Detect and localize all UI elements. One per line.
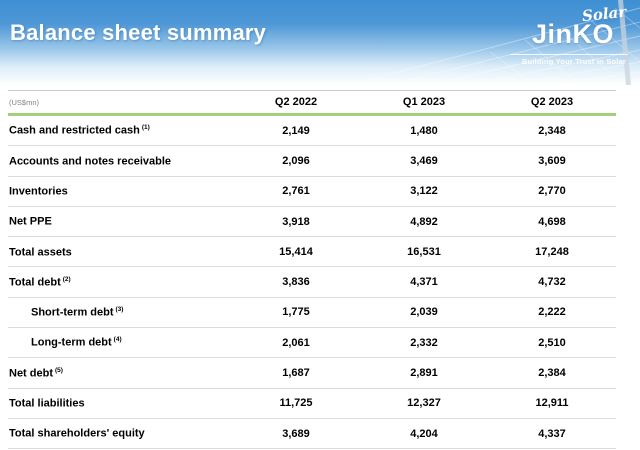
cell-value-q1-2023: 4,204 — [410, 427, 438, 440]
cell-value-q2-2022: 1,687 — [282, 367, 310, 380]
cell-value-q2-2023: 2,384 — [538, 367, 566, 380]
cell-value-q1-2023: 3,469 — [410, 154, 438, 167]
row-label: Total debt — [9, 276, 61, 289]
cell-value-q2-2022: 2,149 — [282, 124, 310, 137]
table-header-row: (US$mn) Q2 2022 Q1 2023 Q2 2023 — [8, 90, 616, 116]
page-title: Balance sheet summary — [10, 20, 267, 45]
footnote-marker: (1) — [141, 124, 150, 132]
logo-tagline: Building Your Trust in Solar — [521, 57, 626, 66]
cell-value-q2-2023: 2,222 — [538, 306, 566, 319]
panel-pole — [618, 0, 631, 85]
logo-brand-text: JinKO — [531, 19, 614, 49]
cell-value-q2-2022: 3,918 — [282, 215, 310, 228]
cell-value-q2-2023: 4,698 — [538, 215, 566, 228]
header-banner: Balance sheet summary Solar JinKO Buildi… — [0, 0, 640, 85]
cell-value-q2-2023: 2,510 — [538, 336, 566, 349]
unit-label: (US$mn) — [9, 97, 40, 107]
logo-divider — [510, 54, 628, 55]
row-label: Inventories — [9, 185, 68, 198]
row-label: Net debt — [9, 367, 53, 380]
cell-value-q2-2022: 3,689 — [282, 427, 310, 440]
row-label: Total shareholders' equity — [9, 427, 145, 440]
cell-value-q1-2023: 4,892 — [410, 215, 438, 228]
table-row: Total debt (2) 3,836 4,371 4,732 — [8, 267, 616, 298]
cell-value-q2-2022: 2,761 — [282, 185, 310, 198]
cell-value-q2-2023: 12,911 — [535, 397, 569, 410]
table-row: Accounts and notes receivable 2,096 3,46… — [8, 146, 616, 177]
footnote-marker: (3) — [115, 306, 124, 314]
table-row: Cash and restricted cash (1) 2,149 1,480 … — [8, 116, 616, 147]
row-label: Net PPE — [9, 215, 52, 228]
row-label: Short-term debt — [31, 306, 114, 319]
table-row: Net debt (5) 1,687 2,891 2,384 — [8, 358, 616, 389]
cell-value-q2-2022: 15,414 — [279, 245, 313, 258]
solar-panel-graphic — [349, 0, 640, 85]
table-row: Short-term debt (3) 1,775 2,039 2,222 — [8, 298, 616, 329]
cell-value-q1-2023: 1,480 — [410, 124, 438, 137]
table-row: Total assets 15,414 16,531 17,248 — [8, 237, 616, 268]
cell-value-q2-2023: 4,732 — [538, 276, 566, 289]
table-row: Inventories 2,761 3,122 2,770 — [8, 177, 616, 207]
footnote-marker: (4) — [113, 336, 122, 344]
row-label: Cash and restricted cash — [9, 124, 140, 137]
cell-value-q2-2022: 11,725 — [279, 397, 313, 410]
footnote-marker: (5) — [55, 366, 63, 374]
cell-value-q2-2022: 2,061 — [282, 336, 310, 349]
cell-value-q2-2023: 2,770 — [538, 185, 566, 198]
cell-value-q2-2022: 2,096 — [282, 154, 310, 167]
table-row: Long-term debt (4) 2,061 2,332 2,510 — [8, 328, 616, 359]
footnote-marker: (2) — [62, 275, 71, 283]
cell-value-q1-2023: 12,327 — [407, 397, 441, 410]
cell-value-q1-2023: 16,531 — [407, 245, 441, 258]
cell-value-q2-2022: 3,836 — [282, 276, 310, 289]
row-label: Total assets — [9, 246, 72, 259]
cell-value-q2-2022: 1,775 — [282, 306, 310, 319]
column-header-q2-2023: Q2 2023 — [530, 96, 574, 108]
cell-value-q1-2023: 3,122 — [410, 185, 438, 198]
table-row: Total liabilities 11,725 12,327 12,911 — [8, 389, 616, 419]
cell-value-q1-2023: 4,371 — [410, 276, 438, 289]
cell-value-q1-2023: 2,039 — [410, 306, 438, 319]
cell-value-q2-2023: 17,248 — [535, 245, 569, 258]
jinkosolar-logo: Solar JinKO Building Your Trust in Solar — [492, 3, 632, 80]
balance-sheet-table: (US$mn) Q2 2022 Q1 2023 Q2 2023 Cash and… — [8, 90, 632, 450]
cell-value-q2-2023: 2,348 — [538, 124, 566, 137]
table-row: Net PPE 3,918 4,892 4,698 — [8, 207, 616, 238]
row-label: Long-term debt — [31, 337, 112, 350]
column-header-q2-2022: Q2 2022 — [274, 96, 318, 108]
row-label: Total liabilities — [9, 397, 85, 410]
cell-value-q1-2023: 2,332 — [410, 336, 438, 349]
cell-value-q2-2023: 4,337 — [538, 427, 566, 440]
table-row: Total shareholders' equity 3,689 4,204 4… — [8, 419, 616, 450]
cell-value-q2-2023: 3,609 — [538, 154, 566, 167]
column-header-q1-2023: Q1 2023 — [402, 96, 446, 108]
table-body: Cash and restricted cash (1) 2,149 1,480 … — [8, 116, 616, 450]
cell-value-q1-2023: 2,891 — [410, 367, 438, 380]
row-label: Accounts and notes receivable — [9, 155, 171, 168]
